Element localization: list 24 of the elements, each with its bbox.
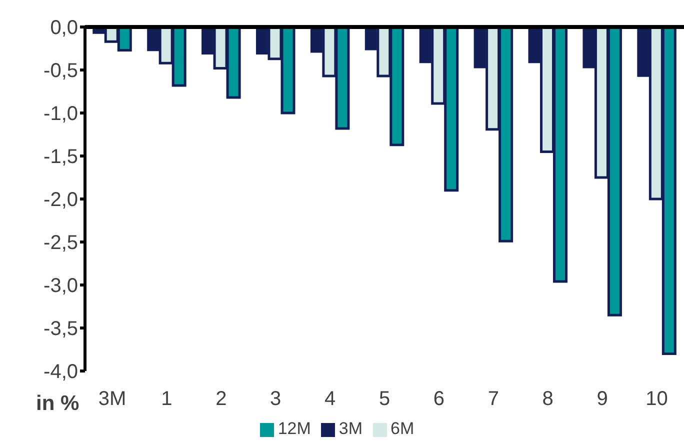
x-tick-label: 3M: [98, 388, 126, 410]
y-tick-label: -1,0: [44, 103, 78, 126]
x-tick-label: 5: [378, 388, 390, 410]
x-tick-label: 1: [161, 388, 172, 410]
x-tick-label: 8: [542, 388, 554, 410]
x-tick-label: 6: [433, 388, 445, 410]
legend-label: 3M: [338, 419, 363, 438]
y-axis-title: in %: [36, 392, 80, 416]
x-tick-label: 2: [216, 388, 227, 410]
y-tick-label: -2,5: [44, 232, 78, 254]
x-tick-label: 4: [324, 388, 336, 410]
legend-label: 6M: [390, 419, 414, 438]
y-tick-label: -1,5: [44, 146, 78, 168]
x-tick-label: 10: [646, 388, 668, 410]
y-tick-label: -3,0: [44, 275, 78, 298]
x-tick-label: 3: [270, 388, 282, 410]
x-tick-label: 9: [596, 388, 608, 410]
y-tick-label: -3,5: [44, 318, 78, 340]
y-tick-label: 0,0: [50, 17, 78, 40]
y-tick-label: -2,0: [44, 189, 78, 212]
y-tick-label: -0,5: [44, 60, 78, 82]
y-tick-label: -4,0: [44, 361, 78, 384]
legend-label: 12M: [278, 419, 311, 438]
x-tick-label: 7: [488, 388, 499, 410]
